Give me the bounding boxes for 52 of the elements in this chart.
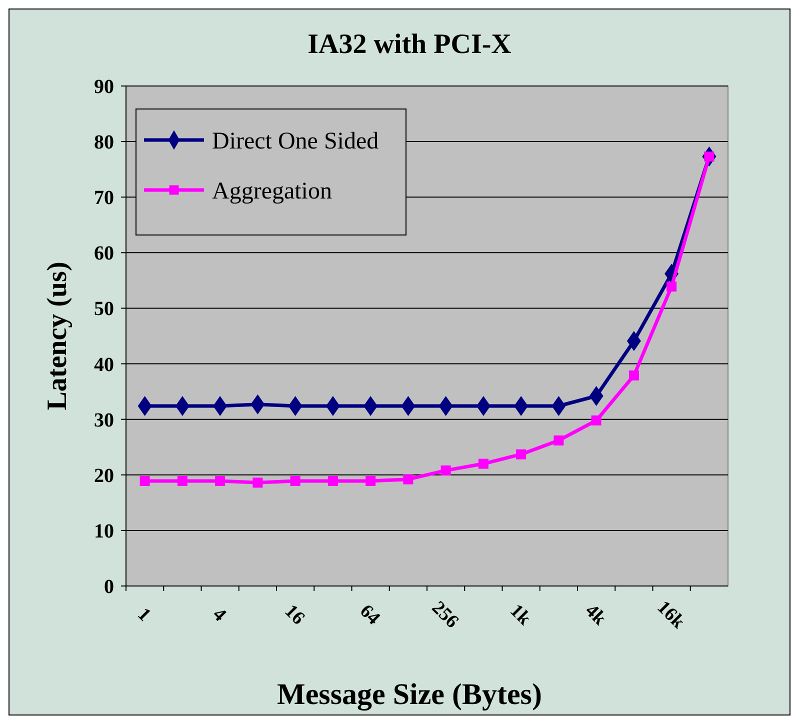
x-tick-label: 4 xyxy=(208,604,230,626)
legend-label: Direct One Sided xyxy=(212,128,379,154)
point xyxy=(175,396,190,416)
x-tick-label: 16 xyxy=(280,600,309,629)
point xyxy=(438,396,453,416)
point xyxy=(250,394,265,414)
point xyxy=(328,476,338,486)
legend-label: Aggregation xyxy=(212,178,332,204)
point xyxy=(440,465,451,476)
y-tick-label: 90 xyxy=(94,76,114,98)
y-tick-label: 20 xyxy=(94,464,114,487)
y-tick-label: 60 xyxy=(94,242,114,265)
x-tick-label: 4k xyxy=(580,600,610,630)
x-tick-label: 64 xyxy=(356,600,384,630)
point xyxy=(589,386,604,406)
y-tick-label: 0 xyxy=(104,576,114,598)
point xyxy=(514,396,528,416)
point xyxy=(177,476,188,486)
point xyxy=(401,396,416,416)
point xyxy=(366,476,376,486)
point xyxy=(138,396,152,416)
y-tick-label: 70 xyxy=(94,187,114,210)
point xyxy=(628,370,639,380)
point xyxy=(140,476,150,486)
point xyxy=(516,449,526,460)
y-axis-title: Latency (us) xyxy=(42,262,73,410)
point xyxy=(666,282,677,292)
point xyxy=(626,331,641,351)
point xyxy=(326,396,340,416)
point xyxy=(290,476,300,486)
point xyxy=(252,478,263,488)
chart-title: IA32 with PCI-X xyxy=(308,29,512,60)
x-tick-label: 1k xyxy=(506,600,536,630)
x-tick-label: 256 xyxy=(428,597,462,632)
x-tick-label: 1 xyxy=(133,604,155,626)
y-tick-label: 30 xyxy=(94,409,114,432)
x-axis-title: Message Size (Bytes) xyxy=(277,678,542,711)
point xyxy=(476,396,490,416)
point xyxy=(554,435,564,446)
point xyxy=(213,396,228,416)
point xyxy=(364,396,378,416)
point xyxy=(478,458,488,469)
point xyxy=(591,415,602,426)
point xyxy=(215,476,226,486)
x-tick-label: 16k xyxy=(652,596,689,633)
y-tick-label: 10 xyxy=(94,520,114,542)
y-tick-label: 80 xyxy=(94,132,114,154)
point xyxy=(403,474,414,484)
point xyxy=(552,396,566,416)
y-tick-label: 40 xyxy=(94,354,114,376)
y-tick-label: 50 xyxy=(94,298,114,320)
point xyxy=(288,396,302,416)
